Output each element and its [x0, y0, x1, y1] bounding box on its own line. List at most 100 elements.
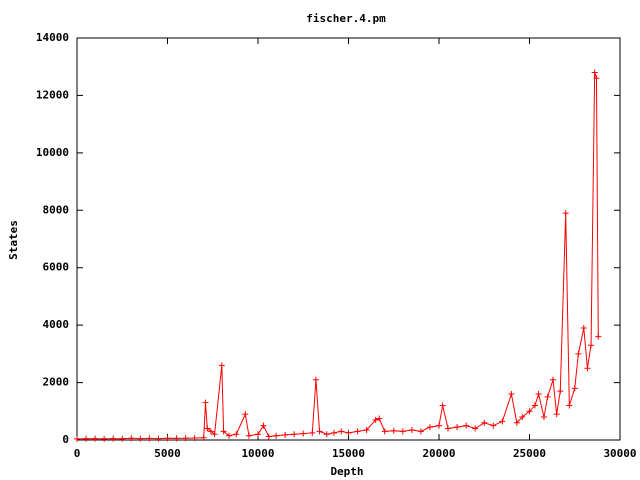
point-marker — [155, 435, 162, 442]
y-tick-label: 12000 — [36, 88, 69, 101]
chart-title: fischer.4.pm — [306, 12, 386, 25]
point-marker — [390, 427, 397, 434]
point-marker — [220, 428, 227, 435]
plot-border — [76, 37, 621, 441]
point-marker — [399, 428, 406, 435]
point-marker — [83, 435, 90, 442]
point-marker — [92, 435, 99, 442]
point-marker — [110, 435, 117, 442]
point-marker — [472, 425, 479, 432]
point-marker — [191, 434, 198, 441]
point-marker — [338, 428, 345, 435]
point-marker — [454, 424, 461, 431]
point-marker — [323, 431, 330, 438]
point-marker — [376, 415, 383, 422]
point-marker — [255, 431, 261, 438]
x-tick-label: 5000 — [154, 447, 181, 460]
y-tick-label: 10000 — [36, 146, 69, 159]
point-marker — [265, 433, 272, 440]
y-tick-label: 2000 — [43, 376, 70, 389]
point-marker — [119, 435, 126, 442]
point-marker — [128, 435, 135, 442]
point-marker — [588, 342, 595, 349]
point-marker — [426, 424, 433, 431]
point-marker — [553, 411, 560, 418]
point-marker — [331, 429, 338, 436]
point-marker — [508, 391, 515, 398]
point-marker — [282, 431, 289, 438]
point-marker — [300, 430, 307, 437]
point-marker — [562, 210, 569, 217]
x-tick-label: 10000 — [241, 447, 274, 460]
point-marker — [101, 435, 108, 442]
point-marker — [499, 418, 506, 425]
point-marker — [363, 426, 370, 433]
point-marker — [540, 414, 547, 421]
point-marker — [354, 428, 361, 435]
series-line — [76, 72, 599, 440]
point-marker — [531, 402, 538, 409]
y-tick-label: 4000 — [43, 318, 70, 331]
point-marker — [481, 419, 488, 426]
point-marker — [372, 416, 379, 423]
point-marker — [584, 365, 591, 372]
point-marker — [490, 422, 497, 429]
point-marker — [312, 376, 319, 383]
point-marker — [74, 435, 80, 442]
point-marker — [182, 435, 189, 442]
x-tick-label: 15000 — [332, 447, 365, 460]
point-marker — [245, 432, 252, 439]
y-tick-label: 0 — [62, 433, 69, 446]
point-marker — [463, 422, 470, 429]
point-marker — [218, 362, 225, 369]
point-marker — [408, 426, 415, 433]
point-marker — [417, 428, 424, 435]
x-tick-label: 30000 — [603, 447, 636, 460]
point-marker — [557, 388, 564, 395]
point-marker — [526, 408, 533, 415]
point-marker — [137, 435, 144, 442]
point-marker — [291, 431, 298, 438]
point-marker — [591, 69, 598, 76]
point-marker — [513, 419, 520, 426]
point-marker — [316, 428, 323, 435]
point-marker — [173, 435, 180, 442]
point-marker — [345, 429, 352, 436]
point-marker — [309, 429, 316, 436]
x-tick-label: 0 — [74, 447, 81, 460]
point-marker — [211, 431, 218, 438]
point-marker — [242, 411, 249, 418]
point-marker — [595, 333, 602, 340]
point-marker — [445, 425, 452, 432]
point-marker — [200, 434, 207, 441]
point-marker — [233, 431, 240, 438]
point-marker — [381, 428, 388, 435]
point-marker — [273, 432, 280, 439]
point-marker — [164, 435, 171, 442]
point-marker — [544, 393, 551, 400]
point-marker — [207, 428, 214, 435]
x-tick-label: 25000 — [513, 447, 546, 460]
y-tick-label: 6000 — [43, 261, 70, 274]
point-marker — [202, 399, 209, 406]
point-marker — [146, 435, 153, 442]
point-marker — [575, 350, 582, 357]
point-marker — [550, 376, 557, 383]
y-tick-label: 14000 — [36, 31, 69, 44]
point-marker — [535, 391, 542, 398]
point-marker — [436, 422, 442, 429]
point-marker — [204, 425, 211, 432]
point-marker — [580, 325, 587, 332]
point-marker — [593, 75, 600, 82]
point-marker — [566, 402, 573, 409]
x-axis-label: Depth — [330, 465, 363, 478]
point-marker — [571, 385, 578, 392]
point-marker — [439, 402, 446, 409]
point-marker — [226, 432, 233, 439]
x-tick-label: 20000 — [422, 447, 455, 460]
y-tick-label: 8000 — [43, 203, 70, 216]
point-marker — [519, 414, 526, 421]
y-axis-label: States — [7, 220, 20, 260]
point-marker — [260, 422, 267, 429]
